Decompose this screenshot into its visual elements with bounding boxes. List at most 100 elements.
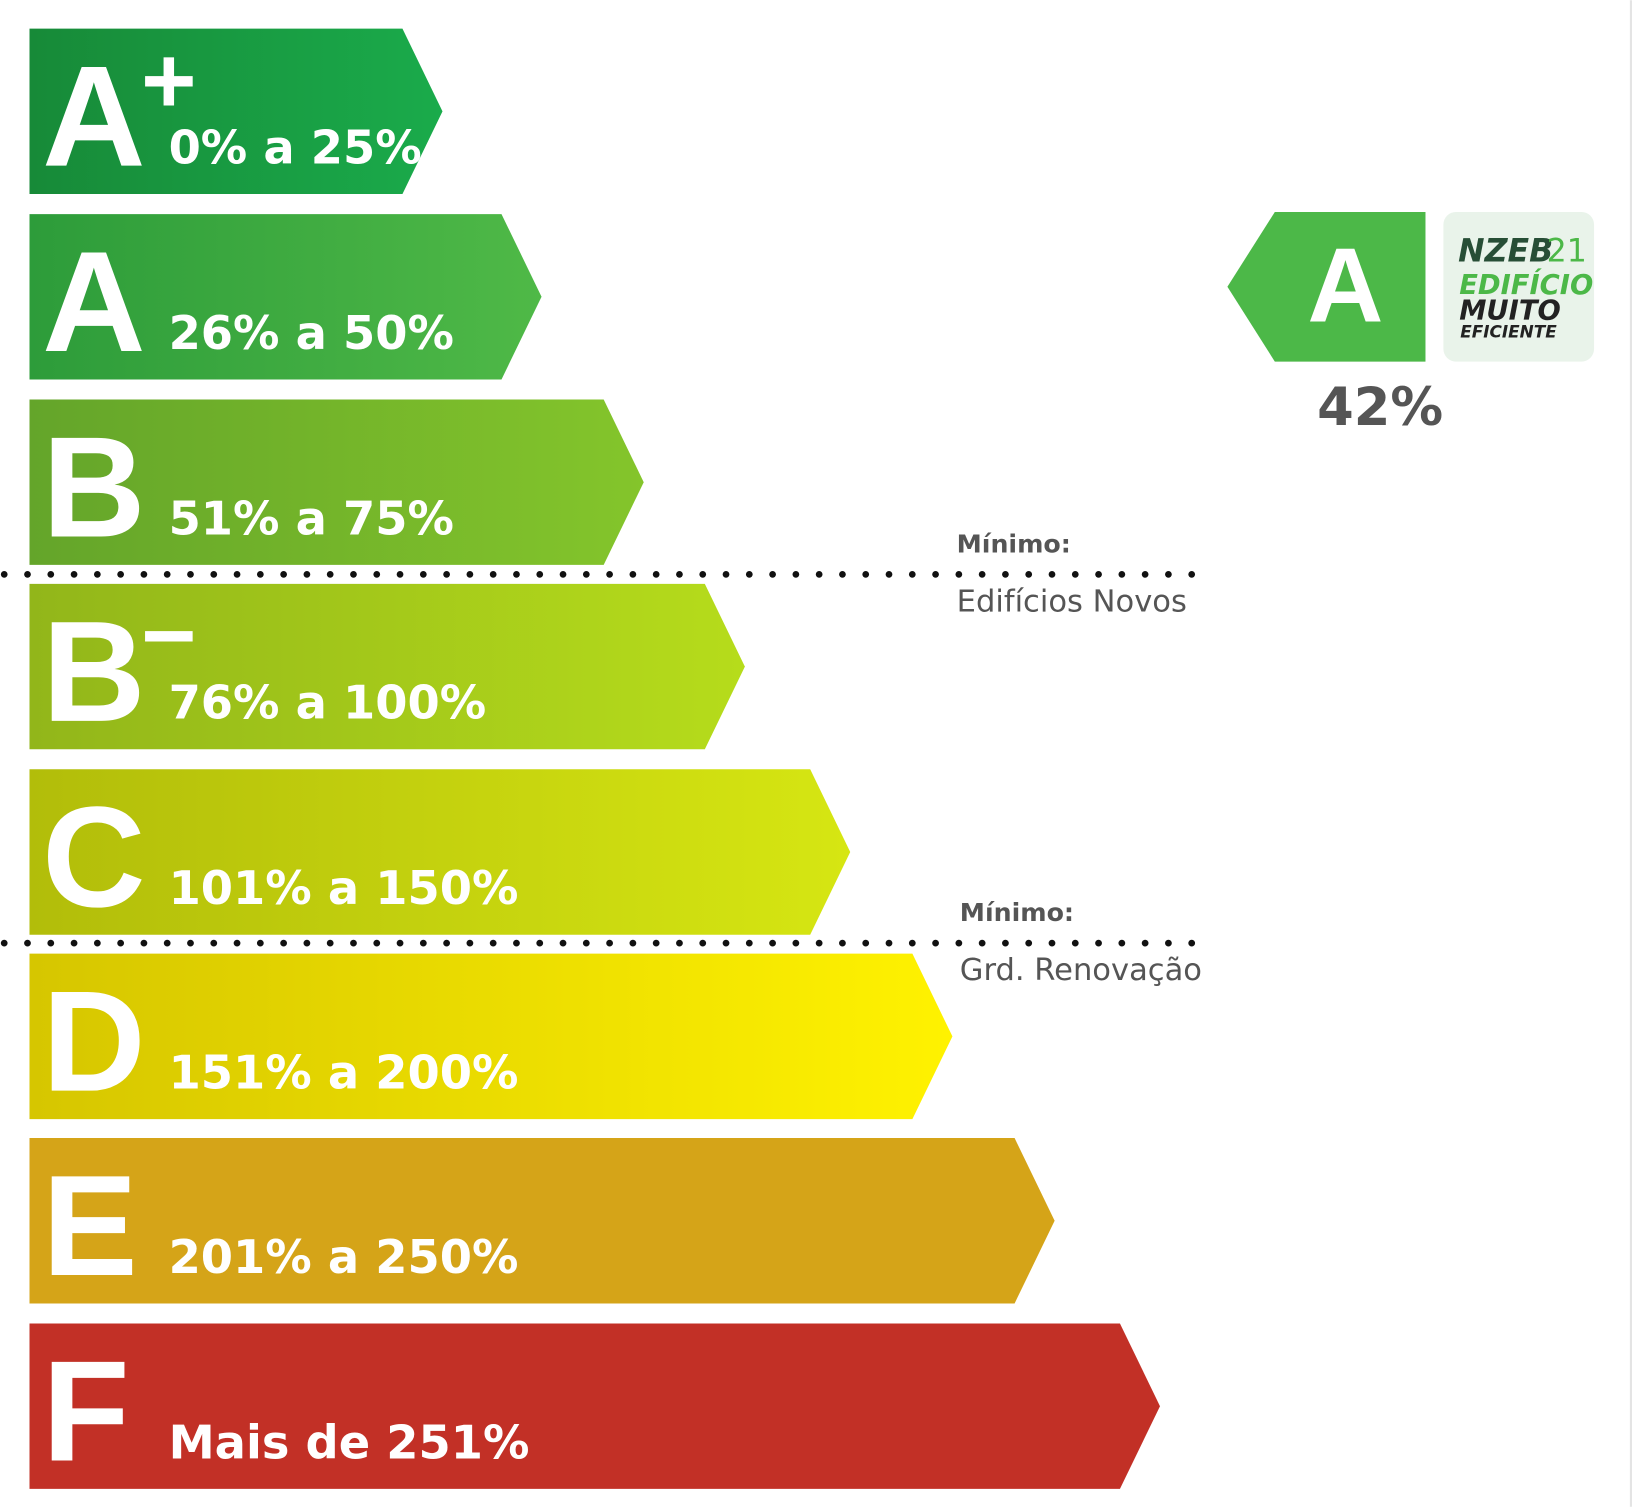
threshold-dot (210, 571, 218, 578)
rating-arrow (1227, 211, 1426, 362)
threshold-dot (1071, 939, 1079, 947)
class-range: 51% a 75% (169, 491, 454, 545)
threshold-dot (699, 939, 707, 947)
threshold-dot (536, 939, 544, 947)
threshold-dot (140, 571, 148, 578)
threshold-dot (815, 939, 823, 947)
threshold-dot (0, 939, 8, 947)
threshold-dot (1002, 939, 1009, 947)
threshold-dot (606, 571, 613, 578)
threshold-dot (70, 939, 78, 947)
threshold-dot (1165, 939, 1172, 947)
threshold-dot (163, 939, 171, 947)
threshold-dot (629, 571, 637, 578)
threshold-dot (210, 939, 218, 947)
threshold-dot (1095, 571, 1102, 578)
threshold-dot (955, 571, 963, 578)
threshold-dot (0, 571, 8, 578)
class-range: 201% a 250% (169, 1230, 519, 1284)
threshold-dot (396, 571, 404, 578)
class-letter: A (42, 222, 145, 382)
threshold-dot (513, 939, 520, 947)
badge-line: EFICIENTE (1460, 321, 1557, 341)
class-range: Mais de 251% (169, 1415, 530, 1469)
threshold-name: Grd. Renovação (960, 953, 1202, 988)
threshold-dot (932, 571, 939, 578)
threshold-dot (326, 571, 334, 578)
threshold-dot (862, 939, 870, 947)
threshold-dot (582, 571, 590, 578)
threshold-dot (885, 939, 893, 947)
threshold-dot (815, 571, 823, 578)
class-range: 0% a 25% (169, 121, 422, 175)
threshold-dot (1141, 939, 1149, 947)
threshold-dot (256, 571, 264, 578)
class-bar (29, 953, 953, 1120)
threshold-dot (443, 571, 450, 578)
threshold-dot (256, 939, 264, 947)
threshold-dot (1071, 571, 1079, 578)
class-modifier: − (141, 583, 196, 689)
class-letter: E (42, 1146, 138, 1306)
class-letter: B (42, 407, 145, 567)
threshold-dot (47, 571, 55, 578)
class-bar (29, 769, 851, 935)
threshold-dot (769, 939, 776, 947)
threshold-dot (722, 939, 730, 947)
threshold-dot (676, 939, 683, 947)
badge (1443, 211, 1595, 362)
threshold-dot (955, 939, 963, 947)
class-range: 76% a 100% (169, 676, 487, 730)
threshold-dot (466, 939, 474, 947)
class-letter: A (42, 37, 145, 197)
threshold-dot (1165, 571, 1172, 578)
threshold-dot (70, 571, 78, 578)
threshold-dot (303, 939, 311, 947)
badge-nzeb: NZEB (1458, 233, 1553, 269)
threshold-dot (93, 939, 101, 947)
badge-line: MUITO (1459, 295, 1561, 326)
threshold-dot (350, 939, 357, 947)
class-modifier: + (141, 28, 196, 134)
threshold-dot (978, 939, 986, 947)
threshold-dot (1048, 571, 1056, 578)
threshold-dot (350, 571, 357, 578)
threshold-dot (536, 571, 544, 578)
threshold-dot (396, 939, 404, 947)
rating-value: 42% (1317, 377, 1443, 438)
threshold-dot (932, 939, 939, 947)
threshold-dot (839, 571, 846, 578)
threshold-dot (606, 939, 613, 947)
class-bar (29, 1138, 1055, 1304)
threshold-dot (582, 939, 590, 947)
threshold-dot (513, 571, 520, 578)
rating-letter: A (1307, 228, 1383, 345)
threshold-dot (676, 571, 683, 578)
class-bar (29, 399, 644, 565)
threshold-dot (489, 571, 497, 578)
threshold-dot (373, 939, 381, 947)
threshold-dot (1025, 571, 1033, 578)
class-range: 151% a 200% (169, 1046, 519, 1100)
classes: A+0% a 25%A 26% a 50%B 51% a 75%B−76% a 10… (29, 28, 1160, 1491)
threshold-dot (140, 939, 148, 947)
threshold-label: Mínimo: (957, 529, 1071, 558)
threshold-dot (303, 571, 311, 578)
threshold-dot (908, 939, 916, 947)
threshold-dot (163, 571, 171, 578)
threshold-dot (187, 571, 194, 578)
threshold-dot (1188, 939, 1196, 947)
threshold-dot (187, 939, 194, 947)
threshold-dot (466, 571, 474, 578)
threshold-dot (419, 571, 427, 578)
threshold-dot (24, 939, 31, 947)
threshold-dot (280, 939, 287, 947)
threshold-dot (1002, 571, 1009, 578)
threshold-dot (978, 571, 986, 578)
threshold-dot (885, 571, 893, 578)
threshold-dot (489, 939, 497, 947)
threshold-dot (419, 939, 427, 947)
threshold-dot (93, 571, 101, 578)
